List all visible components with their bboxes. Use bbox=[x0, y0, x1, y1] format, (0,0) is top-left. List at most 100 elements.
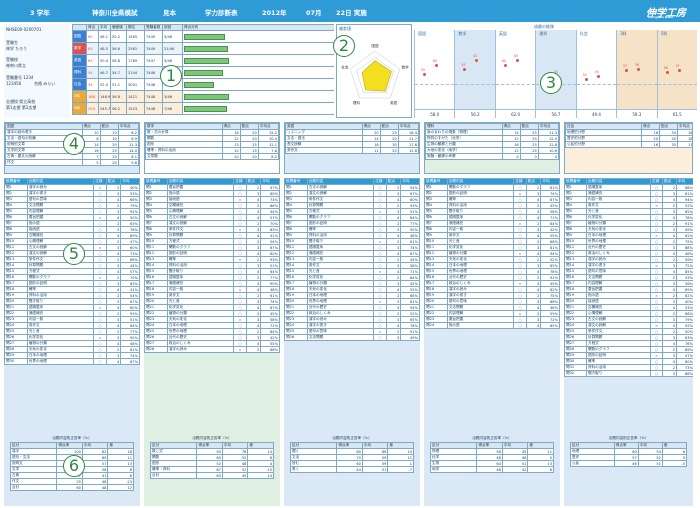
trend-point-label: 57 bbox=[623, 64, 628, 69]
score-cell-rank: 3001 bbox=[126, 78, 145, 91]
summary-cell: 63 bbox=[196, 472, 223, 479]
question-topic: 聞き取り bbox=[586, 370, 651, 377]
score-cell-dev: 51.1 bbox=[110, 78, 127, 91]
score-bar-cell bbox=[182, 54, 334, 67]
score-cell-subject: 3科 bbox=[72, 90, 87, 103]
trend-point bbox=[677, 69, 681, 73]
score-cell-dev: 56.8 bbox=[110, 54, 127, 67]
score-cell-subject: 理科 bbox=[72, 66, 87, 79]
summary-row: 合計 63 49 14 bbox=[150, 472, 274, 479]
summary-cell: 44 bbox=[336, 466, 363, 473]
question-average: 86% bbox=[676, 370, 693, 377]
question-row: 問19 指示語 × 2 82% bbox=[564, 292, 693, 299]
summary-cell: 60 bbox=[56, 484, 83, 491]
summary-panel: 出題内容別正答率（%） 区分 得点率 平均差数と式 90 76 14 関数 60 52 8 図形 52 4… bbox=[150, 436, 274, 500]
score-cell-prev: 7/46 bbox=[162, 102, 183, 115]
question-row: 問20 語句の意味 ○ 3 88% bbox=[424, 298, 560, 305]
summary-cell: 12 bbox=[107, 484, 134, 491]
trend-point bbox=[423, 73, 426, 76]
summary-cell: 6 bbox=[527, 466, 554, 473]
unit-row: 説明的文章 14 20 11.3 bbox=[5, 141, 139, 148]
unit-row: 実験・観察の考察 0 0 0 bbox=[425, 153, 559, 160]
trend-footer-value: 56.3 bbox=[455, 109, 495, 118]
trend-point bbox=[515, 58, 519, 62]
question-topic: 指示語 bbox=[446, 322, 515, 329]
target-school: 志望校 県立高校 bbox=[6, 99, 36, 104]
unit-cell: 作文 bbox=[5, 159, 83, 166]
radar-axis-label: 国語 bbox=[371, 43, 379, 48]
unit-cell: 12.8 bbox=[397, 147, 419, 154]
trend-footer-value: 49.4 bbox=[576, 109, 617, 118]
unit-cell: 公民的分野 bbox=[565, 141, 642, 148]
score-cell-avg: 245.7 bbox=[98, 102, 111, 115]
score-cell-dev: 54.7 bbox=[110, 66, 127, 79]
score-bar bbox=[184, 46, 228, 52]
report-header: 3 学年 神奈川全県模試 見本 学力診断表 2012年 07月 22日 実施 伸… bbox=[0, 0, 700, 22]
question-row: 問21 文法問題 ○ 4 46% bbox=[424, 304, 560, 311]
trend-footer-value: 62.0 bbox=[495, 109, 536, 118]
score-cell-rank: 1465 bbox=[126, 30, 145, 43]
unit-cell: 11 bbox=[361, 147, 381, 154]
question-points: 2 bbox=[245, 346, 262, 353]
trend-column-label: 3科 bbox=[620, 31, 627, 36]
trend-point bbox=[625, 69, 629, 73]
score-cell-prev: 3/46 bbox=[162, 54, 183, 67]
question-row: 問29 図形の証明 × 3 47% bbox=[564, 352, 693, 359]
trend-point-label: 63 bbox=[513, 53, 518, 58]
summary-panel: 出題内容別正答率（%） 区分 得点率 平均差物理 56 45 11 化学 48 48 0 生物 64 51… bbox=[430, 436, 554, 500]
trend-point-label: 56 bbox=[663, 66, 668, 71]
unit-panel: 英語 得点 配点 平均点 リスニング 20 25 16.4 文法・語法 14 20 11.7 長文読解 1… bbox=[284, 122, 420, 174]
question-row: 問21 語順整序 × 4 80% bbox=[4, 304, 140, 311]
unit-row: 確率・資料の活用 10 15 7.8 bbox=[145, 147, 279, 154]
logo-text: 伸学工房 bbox=[646, 8, 686, 19]
question-row: 問16 関数のグラフ × 2 70% bbox=[4, 274, 140, 281]
score-cell-score: 63 bbox=[86, 42, 99, 55]
score-cell-score: 63 bbox=[86, 54, 99, 67]
unit-cell: 実験・観察の考察 bbox=[425, 153, 503, 160]
question-row: 問24 漢文の読解 × 4 92% bbox=[564, 322, 693, 329]
question-row: 問26 文法問題 ○ 3 49% bbox=[284, 334, 420, 341]
question-row: 問7 植物の分類 ○ 2 91% bbox=[564, 220, 693, 227]
summary-cell: 42 bbox=[501, 466, 529, 473]
unit-row: 数・式の計算 18 20 15.2 bbox=[145, 129, 279, 136]
trend-point bbox=[596, 74, 600, 78]
trend-column: 数学 58 63 56.3 bbox=[454, 30, 495, 118]
score-bar bbox=[184, 70, 223, 76]
trend-point bbox=[503, 64, 507, 67]
summary-cell: 49 bbox=[221, 472, 249, 479]
marker-5: 5 bbox=[63, 243, 85, 265]
radar-axis-label: 数学 bbox=[402, 65, 410, 70]
score-row: 数学 63 48.5 56.6 2561 7449 21/46 bbox=[72, 42, 334, 55]
question-row: 問24 英作文 ○ 4 64% bbox=[4, 322, 140, 329]
score-cell-avg: 50.4 bbox=[98, 54, 111, 67]
question-row: 問5 内容理解 ○ 3 92% bbox=[4, 208, 140, 215]
question-table: 設問番号 出題内容 正誤 配点 平均 問1 要旨把握 ○ 2 47% 問2 指示語 ○ 3 60% 問3 接続語… bbox=[144, 178, 280, 353]
question-mark: ○ bbox=[373, 334, 387, 341]
summary-panel-bg: 出題内容別正答率（%） 区分 得点率 平均差聞く 80 66 14 文法 70 59 11 読む 60 5… bbox=[284, 430, 420, 506]
question-average: 49% bbox=[400, 334, 420, 341]
trend-footer-value: 58.0 bbox=[415, 109, 455, 118]
question-table: 設問番号 出題内容 正誤 配点 平均 問1 語順整序 ○ 2 68% 問2 適語補充 ○ 3 81% 問3 内容… bbox=[564, 178, 693, 377]
trend-column: 5科 56 57 61.5 bbox=[656, 30, 697, 118]
score-cell-total: 7447 bbox=[144, 54, 163, 67]
unit-cell: 20 bbox=[99, 159, 119, 166]
trend-point-label: 55 bbox=[421, 68, 426, 72]
trend-point bbox=[637, 67, 641, 71]
unit-cell: 0 bbox=[501, 153, 521, 160]
trend-point bbox=[584, 78, 588, 82]
student-id: NHSE00-0200701 bbox=[6, 27, 42, 32]
summary-row: 確率・資料 67 52 15 bbox=[150, 466, 274, 473]
trend-column: 社会 52 54 49.4 bbox=[575, 30, 617, 118]
question-row: 問2 図形の証明 × 3 74% bbox=[424, 190, 560, 197]
trend-point-label: 54 bbox=[554, 69, 559, 74]
trend-footer-value: 59.3 bbox=[617, 109, 657, 118]
exam-code: 123456 bbox=[6, 81, 22, 86]
trend-point-label: 63 bbox=[473, 53, 478, 58]
question-table: 設問番号 出題内容 正誤 配点 平均 問1 関数のグラフ ○ 2 61% 問2 図形の証明 × 3 74% 問… bbox=[424, 178, 560, 329]
question-number: 問24 bbox=[424, 322, 448, 329]
trend-baseline bbox=[576, 84, 617, 85]
score-table: 得点 平均 偏差値 順位 受験者数 前回 得点分布 国語 60 48.1 55.2 1465 7449 3… bbox=[72, 24, 334, 118]
trend-point-label: 60 bbox=[501, 59, 506, 63]
